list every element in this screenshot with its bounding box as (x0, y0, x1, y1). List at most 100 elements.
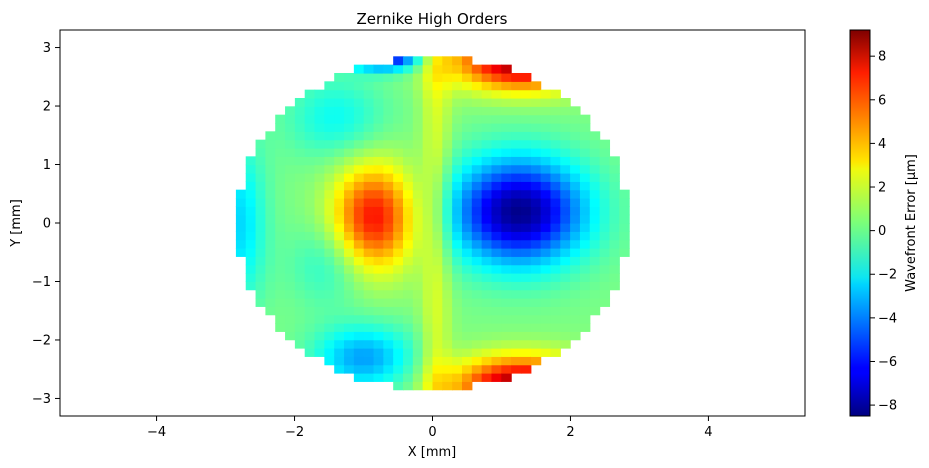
heatmap-cell (432, 314, 443, 324)
heatmap-cell (353, 256, 365, 266)
heatmap-cell (550, 198, 561, 207)
heatmap-cell (442, 273, 453, 282)
heatmap-cell (530, 147, 542, 157)
y-tick-label: −3 (32, 392, 51, 407)
heatmap-cell (589, 139, 601, 149)
heatmap-cell (422, 231, 434, 241)
heatmap-cell (481, 164, 493, 174)
heatmap-cell (383, 72, 394, 82)
heatmap-cell (461, 273, 473, 282)
heatmap-cell (432, 264, 443, 274)
heatmap-cell (599, 156, 611, 166)
heatmap-cell (285, 248, 296, 257)
heatmap-cell (481, 289, 493, 299)
heatmap-cell (432, 381, 443, 391)
heatmap-cell (511, 281, 522, 291)
heatmap-cell (422, 364, 434, 374)
heatmap-cell (481, 147, 493, 157)
heatmap-cell (403, 339, 414, 349)
heatmap-cell (265, 181, 276, 191)
heatmap-cell (353, 264, 365, 274)
heatmap-cell (491, 198, 502, 207)
heatmap-cell (481, 131, 493, 141)
heatmap-cell (442, 364, 453, 374)
heatmap-cell (383, 206, 394, 216)
heatmap-cell (520, 147, 532, 157)
heatmap-cell (481, 81, 493, 91)
heatmap-cell (314, 181, 325, 191)
heatmap-cell (452, 206, 463, 216)
heatmap-cell (579, 164, 591, 174)
heatmap-cell (432, 122, 443, 132)
heatmap-cell (373, 223, 384, 232)
heatmap-cell (550, 139, 561, 149)
heatmap-cell (422, 81, 434, 91)
heatmap-cell (520, 289, 532, 299)
heatmap-cell (501, 139, 512, 149)
heatmap-cell (373, 364, 384, 374)
heatmap-cell (609, 248, 620, 257)
heatmap-cell (344, 306, 355, 316)
heatmap-cell (540, 348, 552, 357)
heatmap-cell (501, 156, 512, 166)
heatmap-cell (491, 348, 502, 357)
heatmap-cell (589, 306, 601, 316)
heatmap-cell (294, 198, 306, 207)
heatmap-cell (599, 248, 611, 257)
heatmap-cell (471, 173, 483, 182)
heatmap-cell (461, 356, 473, 366)
heatmap-cell (481, 239, 493, 249)
heatmap-cell (403, 139, 414, 149)
heatmap-cell (275, 239, 286, 249)
heatmap-cell (609, 173, 620, 182)
heatmap-cell (540, 206, 552, 216)
heatmap-cell (314, 106, 325, 116)
heatmap-cell (461, 364, 473, 374)
heatmap-cell (294, 173, 306, 182)
heatmap-cell (501, 89, 512, 99)
heatmap-cell (560, 306, 571, 316)
heatmap-cell (393, 164, 404, 174)
heatmap-cell (275, 122, 286, 132)
y-tick-label: 1 (43, 158, 51, 173)
heatmap-cell (245, 214, 257, 224)
heatmap-cell (275, 173, 286, 182)
heatmap-cell (363, 122, 375, 132)
heatmap-cell (570, 206, 581, 216)
heatmap-cell (285, 331, 296, 341)
heatmap-cell (599, 181, 611, 191)
heatmap-cell (481, 156, 493, 166)
heatmap-cell (422, 173, 434, 182)
heatmap-cell (353, 81, 365, 91)
heatmap-cell (304, 331, 316, 341)
heatmap-cell (491, 331, 502, 341)
heatmap-cell (501, 331, 512, 341)
heatmap-cell (432, 181, 443, 191)
heatmap-cell (550, 223, 561, 232)
heatmap-cell (324, 348, 335, 357)
heatmap-cell (609, 223, 620, 232)
heatmap-cell (294, 314, 306, 324)
heatmap-cell (334, 256, 345, 266)
heatmap-cell (501, 206, 512, 216)
heatmap-cell (599, 223, 611, 232)
heatmap-cell (481, 64, 493, 74)
heatmap-cell (275, 248, 286, 257)
heatmap-cell (324, 223, 335, 232)
heatmap-cell (255, 273, 266, 282)
heatmap-cell (491, 131, 502, 141)
heatmap-cell (393, 214, 404, 224)
heatmap-cell (520, 364, 532, 374)
heatmap-cell (383, 331, 394, 341)
heatmap-cell (589, 198, 601, 207)
heatmap-cell (383, 314, 394, 324)
heatmap-cell (314, 264, 325, 274)
heatmap-cell (403, 106, 414, 116)
heatmap-cell (422, 198, 434, 207)
heatmap-cell (609, 264, 620, 274)
heatmap-cell (422, 281, 434, 291)
heatmap-cell (452, 273, 463, 282)
heatmap-cell (452, 139, 463, 149)
heatmap-cell (422, 106, 434, 116)
heatmap-cell (570, 122, 581, 132)
